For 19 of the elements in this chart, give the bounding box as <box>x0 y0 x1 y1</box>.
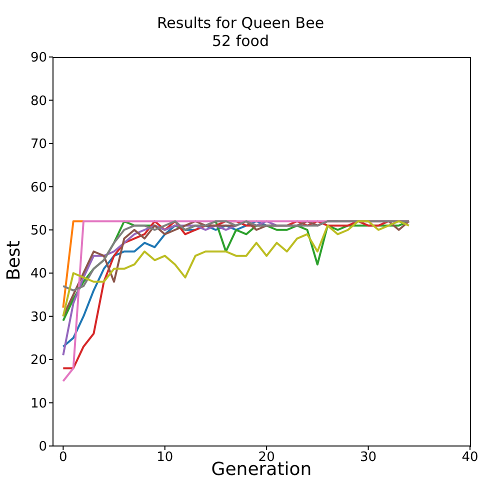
chart-subtitle: 52 food <box>210 32 270 50</box>
y-tick-label: 10 <box>30 396 47 412</box>
y-axis-title: Best <box>4 240 25 280</box>
y-tick-label: 20 <box>30 353 47 368</box>
x-tick-label: 0 <box>59 450 68 466</box>
x-tick-label: 40 <box>462 450 478 466</box>
y-tick-label: 40 <box>30 266 47 282</box>
y-tick-label: 60 <box>30 180 47 196</box>
x-tick-label: 30 <box>360 450 377 466</box>
y-tick-label: 70 <box>30 137 47 152</box>
y-tick-label: 50 <box>30 224 47 239</box>
y-tick-label: 30 <box>30 310 47 325</box>
x-tick-label: 20 <box>258 450 275 466</box>
chart-title: Results for Queen Bee <box>156 14 326 32</box>
line-series <box>62 220 410 292</box>
y-tick-label: 0 <box>38 440 47 455</box>
y-tick-label: 80 <box>30 94 47 109</box>
y-tick-label: 90 <box>30 50 47 66</box>
x-tick-label: 10 <box>156 450 174 466</box>
